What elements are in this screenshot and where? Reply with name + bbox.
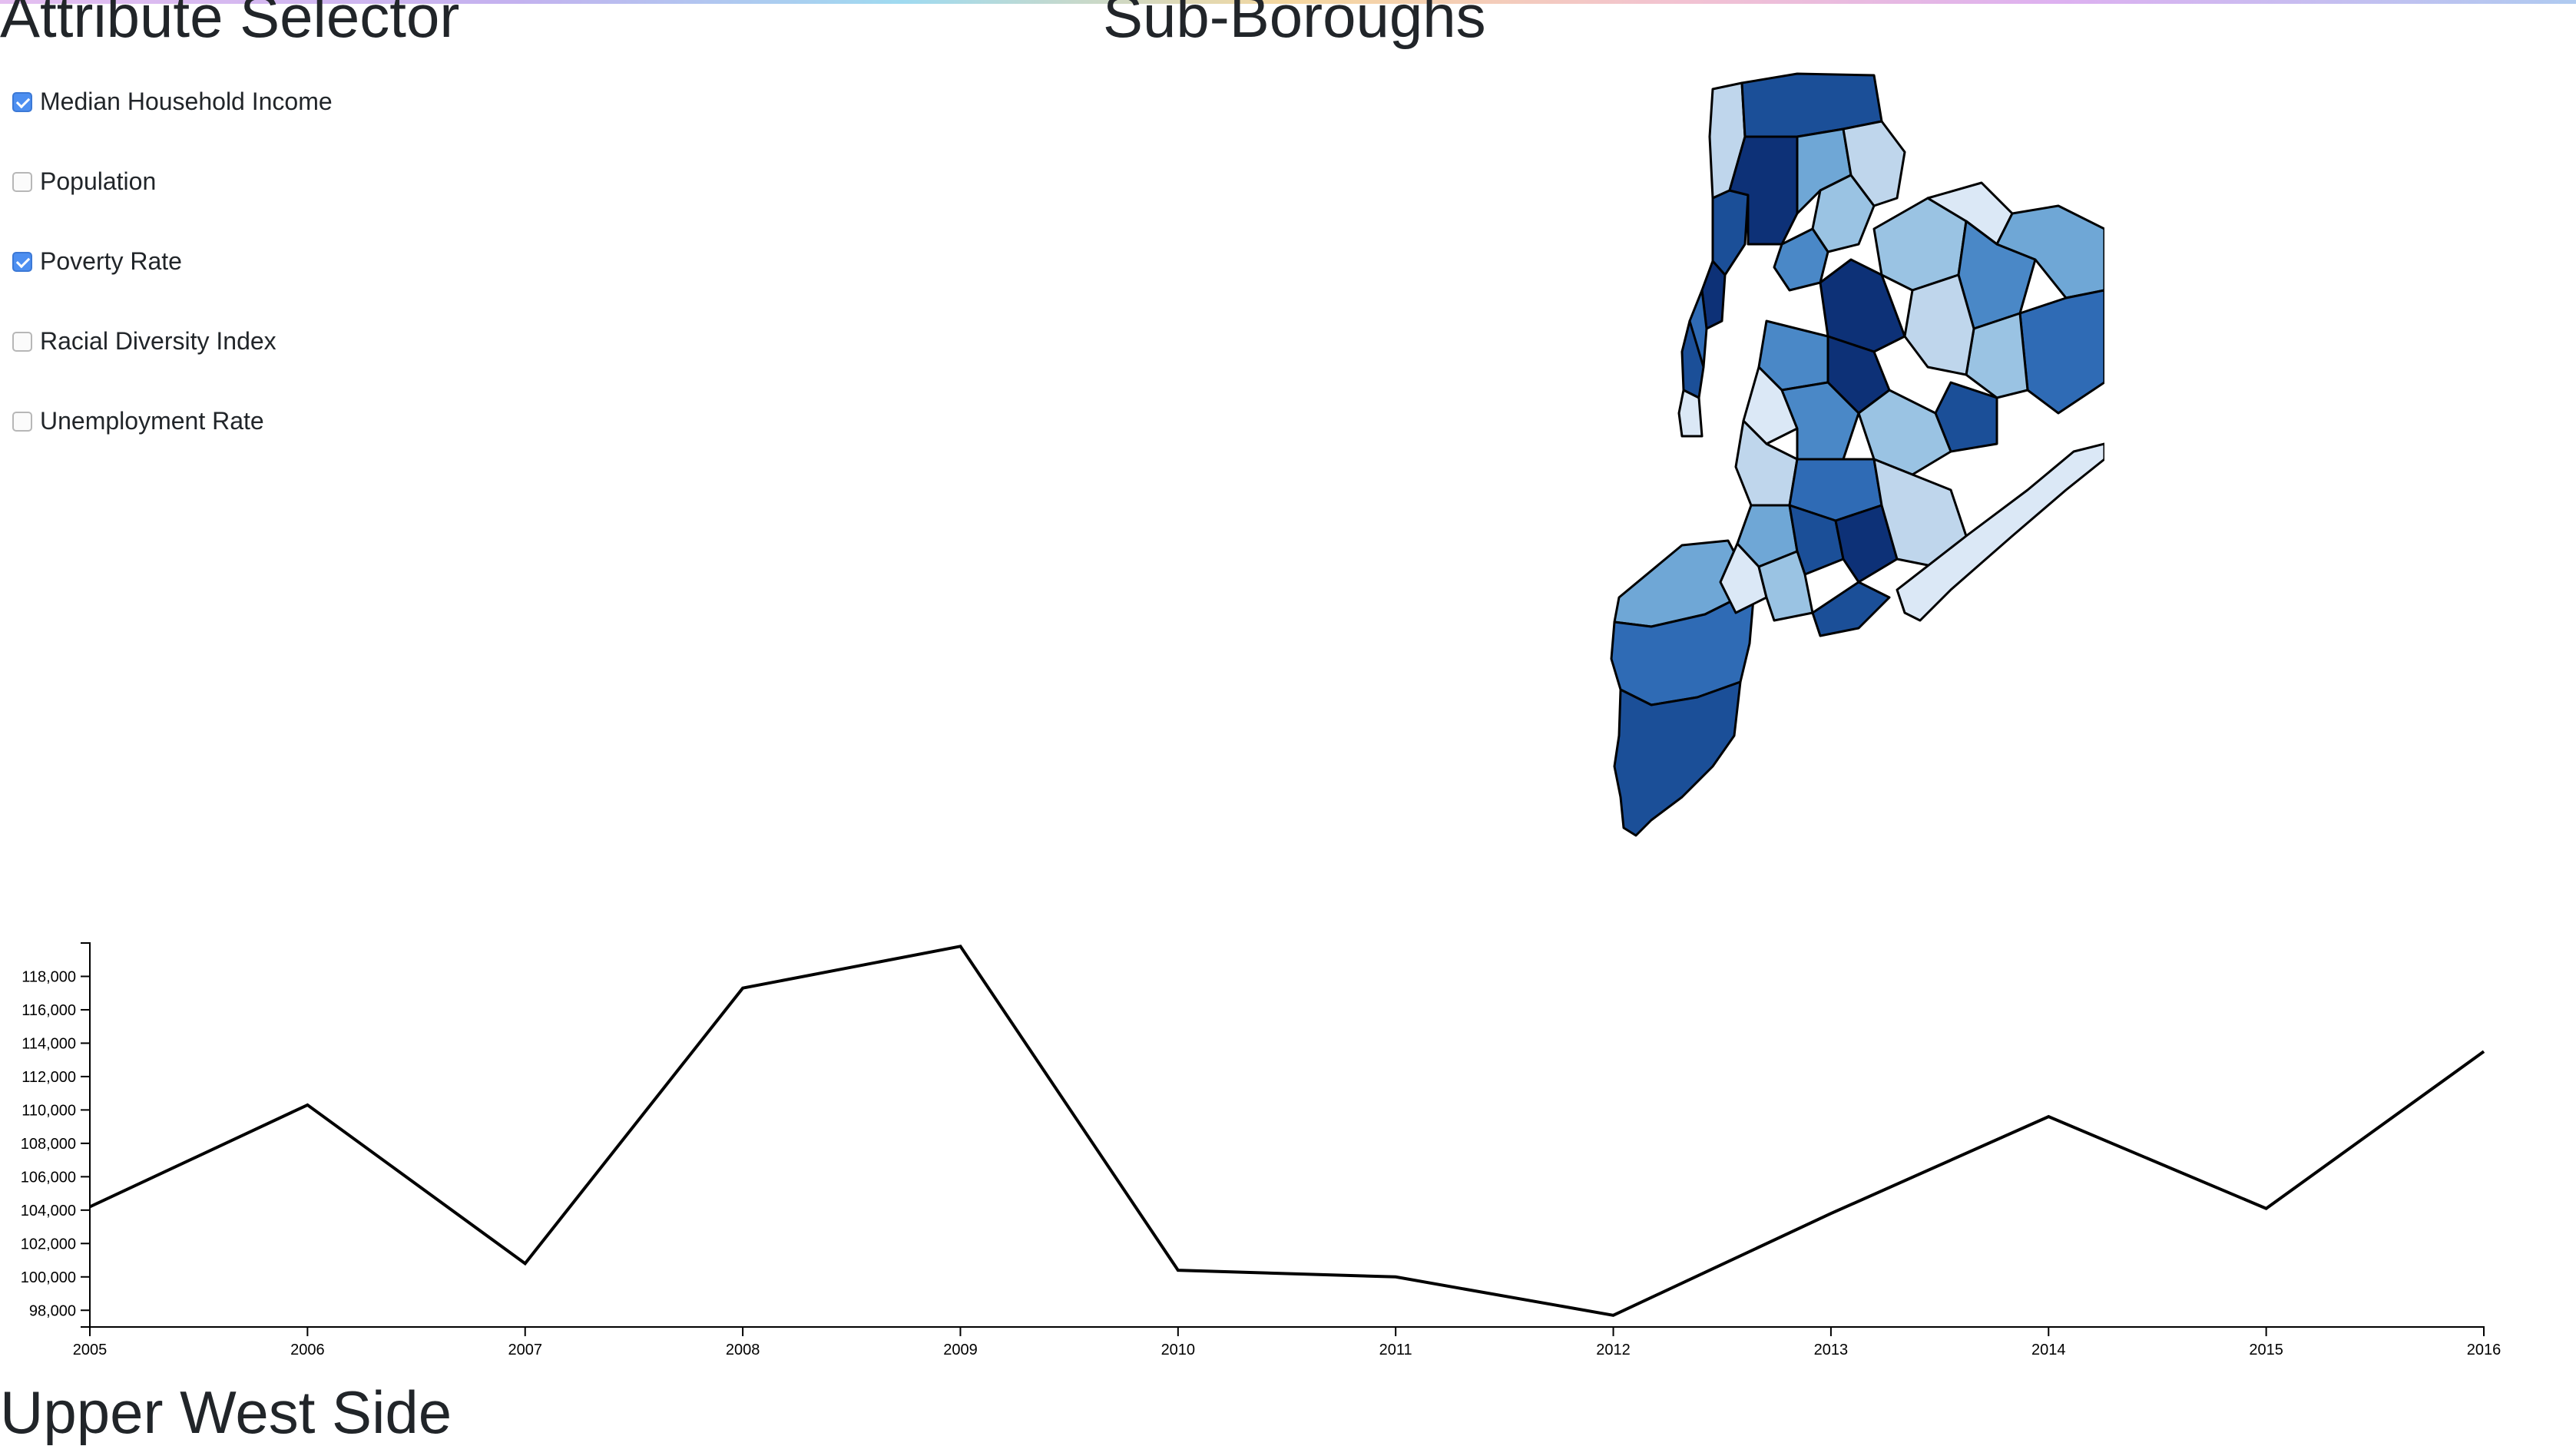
top-accent-bar <box>0 0 2576 4</box>
x-tick-label: 2006 <box>290 1342 325 1358</box>
y-tick-label: 116,000 <box>22 1002 76 1019</box>
x-tick-label: 2012 <box>1596 1342 1631 1358</box>
unemployment-rate-label[interactable]: Unemployment Rate <box>40 407 264 435</box>
series-line <box>89 945 2485 1317</box>
y-tick-label: 106,000 <box>21 1169 76 1186</box>
map-region[interactable] <box>2018 289 2104 415</box>
y-axis-line <box>81 942 91 1328</box>
selected-area-heading: Upper West Side <box>0 1378 452 1446</box>
map-region[interactable] <box>1788 504 1845 576</box>
y-tick-label: 108,000 <box>21 1136 76 1153</box>
map-region[interactable] <box>1811 581 1891 637</box>
line-chart: 98,000 100,000 102,000 104,000 106,000 108,00… <box>21 942 2502 1358</box>
racial-diversity-index-checkbox[interactable] <box>12 332 32 352</box>
map-regions <box>1610 72 2104 837</box>
map-region[interactable] <box>1934 381 1998 453</box>
population-label[interactable]: Population <box>40 167 157 195</box>
map-region[interactable] <box>1719 542 1768 614</box>
y-tick-label: 98,000 <box>29 1302 76 1319</box>
map-region[interactable] <box>1613 680 1742 837</box>
map-region[interactable] <box>1677 389 1704 438</box>
map-region[interactable] <box>1896 442 2104 622</box>
x-tick-label: 2010 <box>1161 1342 1196 1358</box>
map-heading: Sub-Boroughs <box>1103 0 1486 50</box>
x-axis-line <box>89 1326 2485 1336</box>
x-tick-label: 2014 <box>2031 1342 2066 1358</box>
y-tick-label: 102,000 <box>21 1236 76 1252</box>
y-tick-label: 118,000 <box>22 968 76 985</box>
unemployment-rate-checkbox[interactable] <box>12 412 32 432</box>
poverty-rate-label[interactable]: Poverty Rate <box>40 247 182 275</box>
y-tick-label: 110,000 <box>22 1102 76 1119</box>
median-household-income-checkbox[interactable] <box>12 92 32 112</box>
sub-borough-map[interactable] <box>1567 60 2104 843</box>
x-axis: 2005 2006 2007 2008 2009 2010 2011 2012 2013 2014… <box>73 1326 2502 1358</box>
racial-diversity-index-label[interactable]: Racial Diversity Index <box>40 327 276 355</box>
median-household-income-label[interactable]: Median Household Income <box>40 88 333 115</box>
x-tick-label: 2015 <box>2249 1342 2283 1358</box>
y-tick-label: 104,000 <box>21 1203 76 1219</box>
map-region[interactable] <box>1742 366 1799 445</box>
x-tick-label: 2008 <box>726 1342 760 1358</box>
population-checkbox[interactable] <box>12 172 32 192</box>
y-axis: 98,000 100,000 102,000 104,000 106,000 108,00… <box>21 942 91 1328</box>
map-region[interactable] <box>1842 120 1906 207</box>
x-tick-label: 2011 <box>1379 1342 1412 1358</box>
attribute-selector-heading: Attribute Selector <box>0 0 460 50</box>
x-tick-label: 2007 <box>508 1342 542 1358</box>
y-tick-label: 100,000 <box>21 1269 76 1286</box>
y-tick-label: 114,000 <box>22 1035 76 1052</box>
x-tick-label: 2005 <box>73 1342 108 1358</box>
poverty-rate-checkbox[interactable] <box>12 252 32 272</box>
x-tick-label: 2016 <box>2467 1342 2502 1358</box>
map-region[interactable] <box>1711 189 1750 276</box>
map-region[interactable] <box>1903 273 1975 376</box>
map-region[interactable] <box>1700 260 1727 330</box>
map-region[interactable] <box>1834 504 1899 584</box>
y-tick-label: 112,000 <box>22 1069 76 1086</box>
x-tick-label: 2009 <box>943 1342 978 1358</box>
x-tick-label: 2013 <box>1814 1342 1849 1358</box>
